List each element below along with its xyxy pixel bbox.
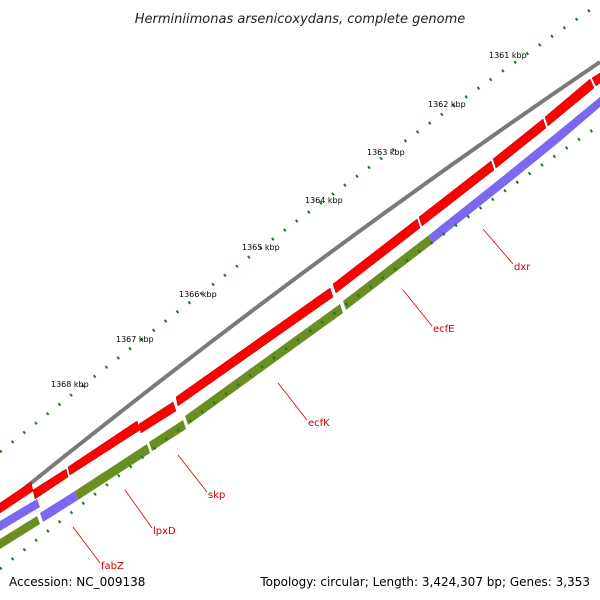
cog-segment (75, 444, 150, 500)
gene-label-fabz: fabZ (101, 561, 124, 572)
cog-segment (555, 97, 600, 143)
cds-segment (175, 287, 334, 407)
leader-line-skp (177, 454, 208, 493)
tick-label: 1362 kbp (428, 100, 466, 109)
leader-line-lpxd (124, 489, 153, 529)
cds-segment (138, 401, 177, 434)
gene-label-ecfe: ecfE (433, 324, 455, 335)
tick-label: 1365 kbp (242, 243, 280, 252)
gene-labels: dxr ecfE ecfK skp lpxD fabZ (101, 262, 531, 572)
cds-segment (67, 420, 141, 476)
inner-tick-ring (0, 123, 600, 571)
genome-summary-text: Topology: circular; Length: 3,424,307 bp… (259, 575, 590, 589)
tick-label: 1361 kbp (489, 51, 527, 60)
tick-label: 1367 kbp (116, 335, 154, 344)
map-title: Herminiimonas arsenicoxydans, complete g… (135, 12, 465, 27)
cog-segment (343, 235, 432, 310)
outer-tick-ring (0, 8, 591, 454)
cds-segment (0, 481, 34, 514)
leader-lines (72, 228, 514, 564)
cds-segment (591, 72, 600, 87)
cog-segment (502, 134, 558, 186)
tick-label: 1368 kbp (51, 380, 89, 389)
cog-segment (0, 516, 40, 549)
leader-line-dxr (482, 228, 514, 265)
gene-label-ecfk: ecfK (308, 418, 330, 429)
cds-segment (418, 160, 495, 227)
accession-text: Accession: NC_009138 (9, 575, 145, 589)
cog-segment (429, 177, 505, 244)
cds-segment (332, 218, 421, 294)
tick-labels: 1361 kbp 1362 kbp 1363 kbp 1364 kbp 1365… (51, 51, 527, 389)
tick-label: 1366 kbp (179, 290, 217, 299)
tick-label: 1363 kbp (367, 148, 405, 157)
backbone-ring (0, 60, 600, 510)
cog-segment (0, 499, 40, 531)
cds-segment (544, 78, 595, 127)
cds-segment (492, 118, 547, 169)
gene-label-lpxd: lpxD (153, 526, 176, 537)
tick-label: 1364 kbp (305, 196, 343, 205)
leader-line-ecfk (277, 382, 308, 421)
leader-line-ecfe (402, 289, 433, 327)
cog-ring (0, 97, 600, 549)
cds-ring (0, 72, 600, 514)
leader-line-fabz (72, 526, 101, 564)
cds-segment (32, 468, 69, 500)
cog-segment (149, 420, 186, 451)
cog-segment (185, 304, 343, 425)
cog-segment (40, 491, 78, 522)
gene-label-skp: skp (208, 490, 225, 501)
gene-label-dxr: dxr (514, 262, 531, 273)
